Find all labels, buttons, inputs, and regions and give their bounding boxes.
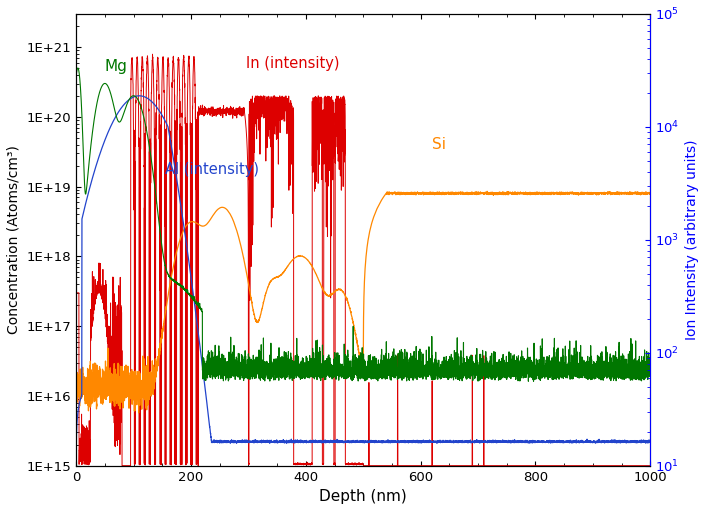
Text: Al (intensity): Al (intensity) (165, 162, 259, 177)
Text: In (intensity): In (intensity) (246, 56, 339, 71)
Y-axis label: Concentration (Atoms/cm³): Concentration (Atoms/cm³) (7, 145, 21, 334)
X-axis label: Depth (nm): Depth (nm) (319, 489, 407, 504)
Text: Si: Si (432, 136, 446, 152)
Text: Mg: Mg (104, 59, 128, 74)
Y-axis label: Ion Intensity (arbitrary units): Ion Intensity (arbitrary units) (685, 140, 699, 340)
